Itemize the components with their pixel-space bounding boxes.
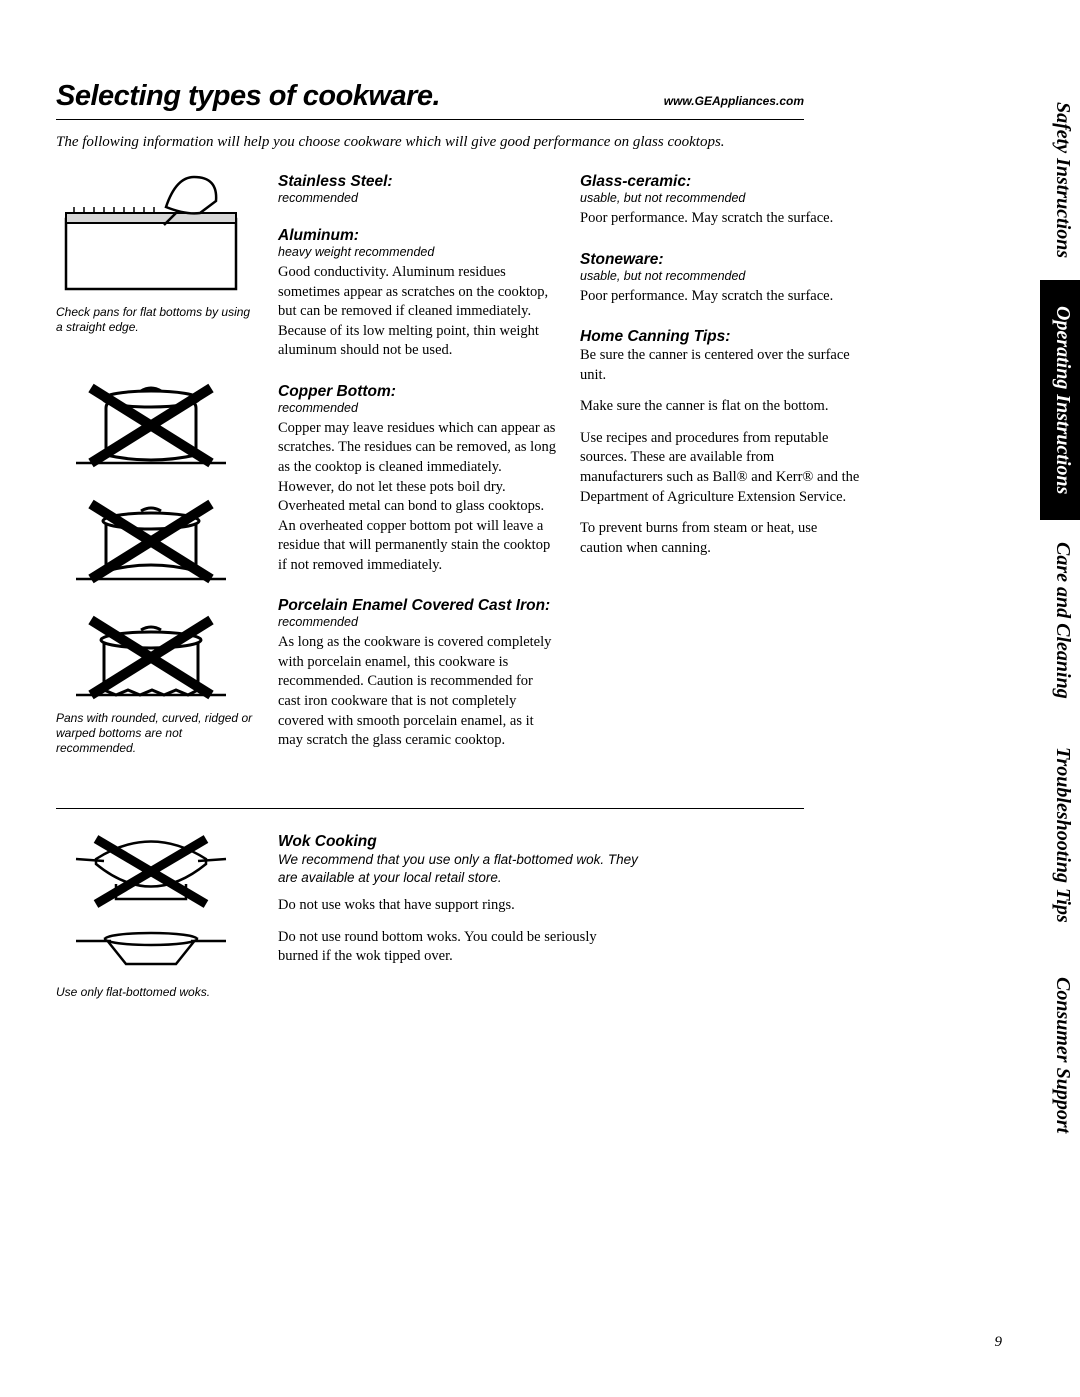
- stoneware-rec: usable, but not recommended: [580, 269, 860, 283]
- bad-pan-illustration-1: [56, 363, 246, 473]
- copper-body: Copper may leave residues which can appe…: [278, 419, 558, 576]
- copper-heading: Copper Bottom:: [278, 383, 558, 401]
- porcelain-body: As long as the cookware is covered compl…: [278, 633, 558, 750]
- wok-illustration-column: Use only flat-bottomed woks.: [56, 829, 256, 1028]
- cookware-section: Check pans for flat bottoms by using a s…: [56, 169, 804, 809]
- wok-illustration: [56, 829, 246, 979]
- illustration-column: Check pans for flat bottoms by using a s…: [56, 169, 256, 784]
- aluminum-body: Good conductivity. Aluminum residues som…: [278, 263, 558, 361]
- material-column-1: Stainless Steel: recommended Aluminum: h…: [278, 169, 558, 784]
- wok-section: Use only flat-bottomed woks. Wok Cooking…: [56, 829, 804, 1052]
- tab-safety[interactable]: Safety Instructions: [1040, 80, 1080, 280]
- section-tabs: Safety Instructions Operating Instructio…: [884, 0, 1080, 1397]
- manual-page: Selecting types of cookware. www.GEAppli…: [0, 0, 860, 1092]
- wok-body: Do not use woks that have support rings.…: [278, 896, 638, 967]
- wok-p1: Do not use woks that have support rings.: [278, 896, 638, 916]
- canning-p4: To prevent burns from steam or heat, use…: [580, 519, 860, 558]
- porcelain-rec: recommended: [278, 615, 558, 629]
- canning-heading: Home Canning Tips:: [580, 328, 860, 346]
- canning-p3: Use recipes and procedures from reputabl…: [580, 429, 860, 507]
- caption-flat: Check pans for flat bottoms by using a s…: [56, 305, 256, 335]
- tab-operating[interactable]: Operating Instructions: [1040, 280, 1080, 520]
- tab-consumer[interactable]: Consumer Support: [1040, 950, 1080, 1160]
- stainless-rec: recommended: [278, 191, 558, 205]
- bad-pan-illustration-2: [56, 479, 246, 589]
- glassceramic-heading: Glass-ceramic:: [580, 173, 860, 191]
- stoneware-heading: Stoneware:: [580, 251, 860, 269]
- stainless-heading: Stainless Steel:: [278, 173, 558, 191]
- wok-p2: Do not use round bottom woks. You could …: [278, 928, 638, 967]
- page-title: Selecting types of cookware.: [56, 80, 440, 113]
- url-text: www.GEAppliances.com: [664, 94, 804, 108]
- glassceramic-rec: usable, but not recommended: [580, 191, 860, 205]
- wok-heading: Wok Cooking: [278, 833, 804, 851]
- aluminum-heading: Aluminum:: [278, 227, 558, 245]
- flat-pan-illustration: [56, 169, 246, 299]
- bad-pan-illustration-3: [56, 595, 246, 705]
- wok-rec: We recommend that you use only a flat-bo…: [278, 851, 638, 886]
- intro-text: The following information will help you …: [56, 134, 804, 151]
- wok-text-column: Wok Cooking We recommend that you use on…: [278, 829, 804, 1028]
- tab-care[interactable]: Care and Cleaning: [1040, 520, 1080, 720]
- canning-body: Be sure the canner is centered over the …: [580, 346, 860, 558]
- caption-wok: Use only flat-bottomed woks.: [56, 985, 256, 1000]
- aluminum-rec: heavy weight recommended: [278, 245, 558, 259]
- copper-rec: recommended: [278, 401, 558, 415]
- page-header: Selecting types of cookware. www.GEAppli…: [56, 80, 804, 120]
- canning-p2: Make sure the canner is flat on the bott…: [580, 397, 860, 417]
- glassceramic-body: Poor performance. May scratch the surfac…: [580, 209, 860, 229]
- material-column-2: Glass-ceramic: usable, but not recommend…: [580, 169, 860, 784]
- tab-troubleshooting[interactable]: Troubleshooting Tips: [1040, 720, 1080, 950]
- caption-rounded: Pans with rounded, curved, ridged or war…: [56, 711, 256, 756]
- porcelain-heading: Porcelain Enamel Covered Cast Iron:: [278, 597, 558, 615]
- stoneware-body: Poor performance. May scratch the surfac…: [580, 287, 860, 307]
- canning-p1: Be sure the canner is centered over the …: [580, 346, 860, 385]
- page-number: 9: [995, 1334, 1003, 1351]
